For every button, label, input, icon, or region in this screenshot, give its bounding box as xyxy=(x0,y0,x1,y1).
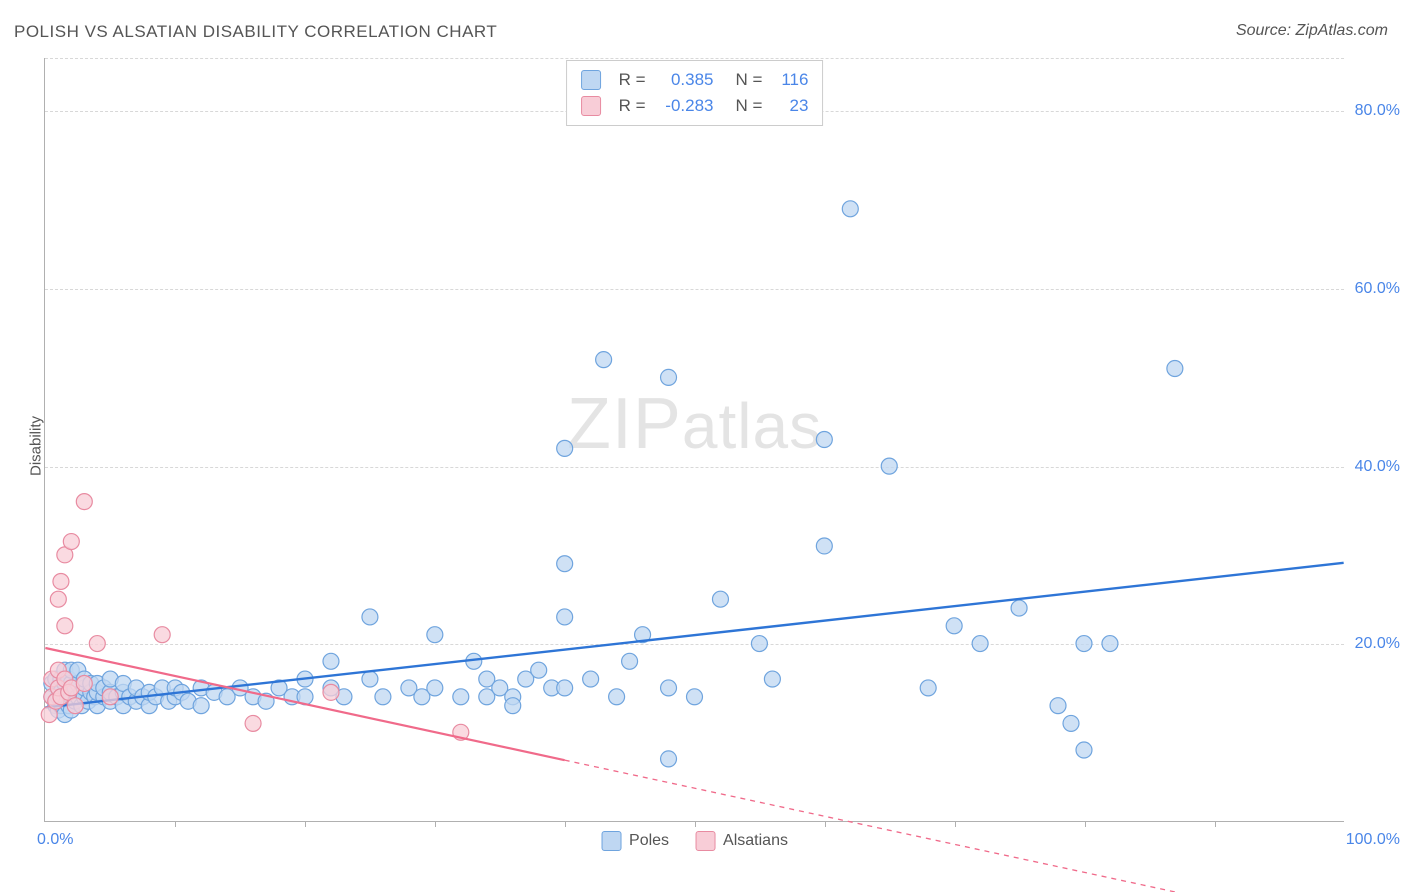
legend-r-label: R = xyxy=(619,67,646,93)
data-point xyxy=(1076,742,1092,758)
data-point xyxy=(505,698,521,714)
x-axis-max-label: 100.0% xyxy=(1346,831,1400,849)
data-point xyxy=(557,609,573,625)
data-point xyxy=(712,591,728,607)
series-legend: Poles Alsatians xyxy=(601,831,788,851)
data-point xyxy=(557,680,573,696)
legend-swatch xyxy=(581,96,601,116)
plot-area: ZIPatlas 20.0%40.0%60.0%80.0% R =0.385N … xyxy=(44,58,1344,822)
data-point xyxy=(531,662,547,678)
data-point xyxy=(63,534,79,550)
data-point xyxy=(1167,361,1183,377)
data-point xyxy=(881,458,897,474)
data-point xyxy=(816,432,832,448)
data-point xyxy=(89,636,105,652)
trend-line xyxy=(45,563,1343,708)
data-point xyxy=(1011,600,1027,616)
data-point xyxy=(596,352,612,368)
source-label: Source: ZipAtlas.com xyxy=(1236,22,1388,40)
legend-item: Poles xyxy=(601,831,669,851)
data-point xyxy=(609,689,625,705)
y-tick-label: 80.0% xyxy=(1355,102,1400,120)
y-axis-label: Disability xyxy=(28,416,45,476)
data-point xyxy=(557,440,573,456)
chart-title: POLISH VS ALSATIAN DISABILITY CORRELATIO… xyxy=(14,22,497,42)
legend-r-value: -0.283 xyxy=(656,93,714,119)
data-point xyxy=(67,698,83,714)
x-tick xyxy=(695,821,696,827)
data-point xyxy=(50,591,66,607)
x-tick xyxy=(175,821,176,827)
data-point xyxy=(323,653,339,669)
data-point xyxy=(453,689,469,705)
data-point xyxy=(661,751,677,767)
scatter-svg xyxy=(45,58,1344,821)
data-point xyxy=(972,636,988,652)
data-point xyxy=(427,627,443,643)
legend-swatch xyxy=(581,70,601,90)
data-point xyxy=(1063,715,1079,731)
data-point xyxy=(362,671,378,687)
data-point xyxy=(920,680,936,696)
x-axis-min-label: 0.0% xyxy=(37,831,73,849)
data-point xyxy=(193,698,209,714)
data-point xyxy=(687,689,703,705)
data-point xyxy=(53,573,69,589)
data-point xyxy=(661,680,677,696)
data-point xyxy=(946,618,962,634)
data-point xyxy=(622,653,638,669)
data-point xyxy=(1102,636,1118,652)
data-point xyxy=(842,201,858,217)
y-tick-label: 20.0% xyxy=(1355,635,1400,653)
data-point xyxy=(57,618,73,634)
data-point xyxy=(323,684,339,700)
data-point xyxy=(154,627,170,643)
correlation-legend: R = 0.385 N = 116 R = -0.283 N = 23 xyxy=(566,60,824,126)
x-tick xyxy=(825,821,826,827)
legend-label: Alsatians xyxy=(723,832,788,849)
legend-n-value: 23 xyxy=(772,93,808,119)
x-tick xyxy=(1215,821,1216,827)
data-point xyxy=(245,715,261,731)
legend-swatch xyxy=(601,831,621,851)
legend-row: R = -0.283 N = 23 xyxy=(581,93,809,119)
legend-n-value: 116 xyxy=(772,67,808,93)
data-point xyxy=(76,675,92,691)
legend-label: Poles xyxy=(629,832,669,849)
data-point xyxy=(557,556,573,572)
data-point xyxy=(1050,698,1066,714)
legend-r-label: R = xyxy=(619,93,646,119)
data-point xyxy=(102,689,118,705)
data-point xyxy=(751,636,767,652)
legend-n-label: N = xyxy=(736,67,763,93)
data-point xyxy=(362,609,378,625)
x-tick xyxy=(565,821,566,827)
data-point xyxy=(661,369,677,385)
data-point xyxy=(375,689,391,705)
legend-row: R = 0.385 N = 116 xyxy=(581,67,809,93)
x-tick xyxy=(305,821,306,827)
data-point xyxy=(583,671,599,687)
legend-r-value: 0.385 xyxy=(656,67,714,93)
legend-swatch xyxy=(695,831,715,851)
data-point xyxy=(427,680,443,696)
x-tick xyxy=(435,821,436,827)
data-point xyxy=(76,494,92,510)
data-point xyxy=(1076,636,1092,652)
y-tick-label: 60.0% xyxy=(1355,280,1400,298)
legend-n-label: N = xyxy=(736,93,763,119)
data-point xyxy=(816,538,832,554)
x-tick xyxy=(1085,821,1086,827)
legend-item: Alsatians xyxy=(695,831,788,851)
x-tick xyxy=(955,821,956,827)
y-tick-label: 40.0% xyxy=(1355,458,1400,476)
data-point xyxy=(764,671,780,687)
